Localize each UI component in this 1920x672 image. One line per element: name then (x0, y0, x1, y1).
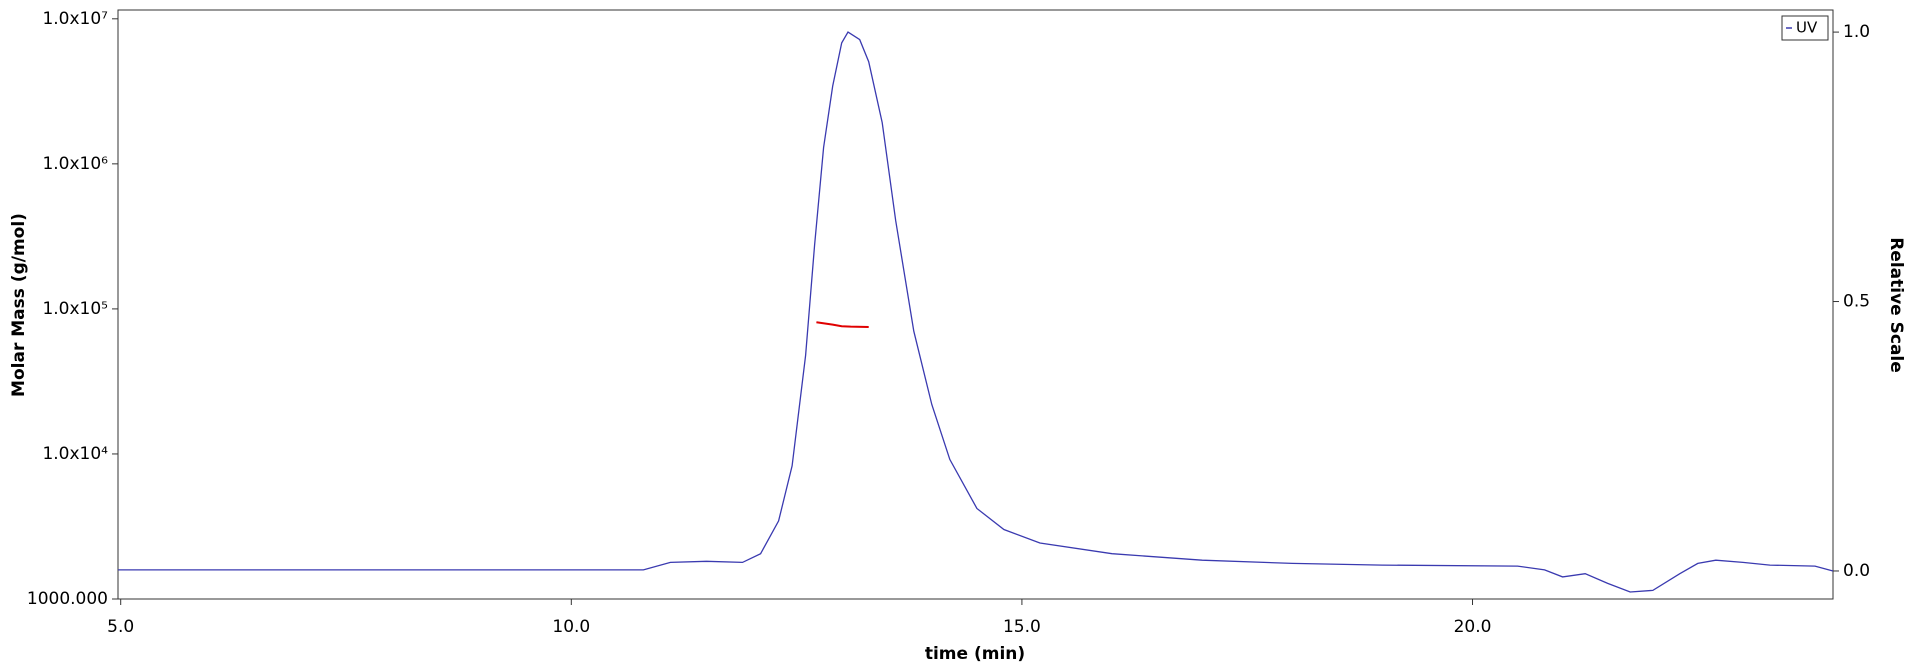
series-line (816, 321, 869, 328)
y-tick-label: 1.0x10⁶ (42, 154, 108, 174)
x-tick-label: 10.0 (552, 617, 590, 637)
legend-label: UV (1796, 19, 1818, 37)
x-axis-title: time (min) (925, 644, 1025, 664)
y-tick-label: 1.0x10⁵ (42, 299, 108, 319)
y-tick-label: 1.0x10⁷ (42, 9, 108, 29)
x-tick-label: 20.0 (1454, 617, 1492, 637)
x-tick-label: 15.0 (1003, 617, 1041, 637)
x-tick-label: 5.0 (107, 617, 134, 637)
y2-tick-label: 0.5 (1843, 292, 1870, 312)
y-tick-label: 1000.000 (27, 589, 108, 609)
y2-tick-label: 0.0 (1843, 561, 1870, 581)
plot-frame (117, 9, 1834, 600)
y-axis-title: Molar Mass (g/mol) (9, 213, 29, 397)
y-tick-label: 1.0x10⁴ (42, 444, 108, 464)
y2-tick-label: 1.0 (1843, 22, 1870, 42)
series-line (118, 31, 1834, 593)
y2-axis-title: Relative Scale (1886, 237, 1906, 373)
